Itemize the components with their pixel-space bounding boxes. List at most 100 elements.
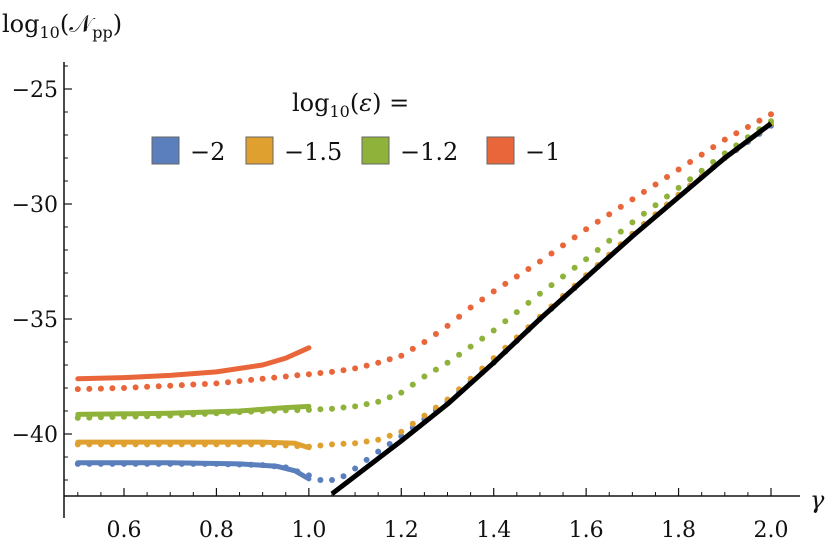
x-tick-label: 1.8 <box>661 518 696 543</box>
series-point-2 <box>606 237 613 244</box>
series-point-3 <box>225 379 231 386</box>
series-point-3 <box>213 380 220 387</box>
series-point-2 <box>375 398 382 405</box>
series-point-0 <box>213 460 220 467</box>
series-point-2 <box>144 413 151 420</box>
series-point-0 <box>248 461 255 468</box>
x-tick-label: 1.4 <box>476 518 511 543</box>
series-point-1 <box>305 443 312 450</box>
series-point-2 <box>675 184 682 191</box>
series-point-0 <box>167 460 174 467</box>
series-curve-3 <box>75 345 312 382</box>
series-point-1 <box>109 441 116 448</box>
series-point-2 <box>363 401 370 408</box>
series-point-1 <box>97 441 104 448</box>
series-point-2 <box>190 411 197 418</box>
legend-swatch-2 <box>361 136 390 165</box>
series-point-3 <box>363 362 370 369</box>
series-point-3 <box>710 144 717 151</box>
series-point-3 <box>340 367 347 374</box>
series-point-2 <box>213 410 220 417</box>
series-point-2 <box>421 373 428 380</box>
series-point-2 <box>444 359 451 366</box>
series-point-3 <box>479 296 486 303</box>
series-point-3 <box>698 151 705 158</box>
x-tick-label: 1.2 <box>384 518 419 543</box>
series-point-3 <box>444 322 451 329</box>
series-point-0 <box>375 448 382 455</box>
series-point-2 <box>456 351 463 358</box>
series-point-2 <box>386 394 393 401</box>
series-point-0 <box>259 462 266 469</box>
series-point-0 <box>190 460 197 467</box>
x-tick-label: 1.0 <box>291 518 326 543</box>
series-point-0 <box>178 460 185 467</box>
legend: log10(ε) = −2 −1.5 −1.2 −1 <box>151 89 560 166</box>
legend-label-3: −1 <box>525 138 560 166</box>
series-point-0 <box>144 460 151 467</box>
y-tick-label: −40 <box>12 423 58 448</box>
series-point-2 <box>502 318 509 325</box>
series-point-1 <box>86 441 93 448</box>
series-point-3 <box>652 181 659 188</box>
series-point-3 <box>352 365 359 372</box>
series-point-2 <box>97 414 104 421</box>
plot-area <box>74 111 774 496</box>
series-point-1 <box>340 440 347 447</box>
series-point-3 <box>74 386 81 393</box>
series-point-2 <box>340 404 347 411</box>
series-point-3 <box>432 331 439 337</box>
legend-swatch-0 <box>151 136 180 165</box>
series-point-2 <box>317 406 324 413</box>
series-point-0 <box>201 460 208 467</box>
series-point-1 <box>259 441 266 448</box>
series-point-2 <box>687 176 694 183</box>
series-point-0 <box>132 460 139 467</box>
series-point-2 <box>479 335 486 342</box>
y-tick-label: −25 <box>12 78 58 103</box>
series-point-3 <box>190 381 197 388</box>
series-point-2 <box>698 167 705 174</box>
series-point-1 <box>190 441 197 448</box>
series-point-1 <box>201 441 208 448</box>
series-point-2 <box>155 412 162 419</box>
series-point-3 <box>329 368 335 375</box>
series-point-1 <box>178 441 185 448</box>
series-point-3 <box>513 273 520 280</box>
series-point-1 <box>248 441 255 448</box>
series-point-3 <box>502 280 509 287</box>
series-point-3 <box>675 166 682 173</box>
legend-label-2: −1.2 <box>400 138 458 166</box>
series-point-2 <box>86 414 93 421</box>
series-point-2 <box>109 414 116 420</box>
series-point-1 <box>294 443 301 450</box>
series-point-3 <box>248 376 255 383</box>
series-point-3 <box>490 288 497 295</box>
series-point-3 <box>548 250 555 257</box>
ticks: 0.6 0.8 1.0 1.2 1.4 1.6 1.8 2.0 −40 −35 −30 −25 <box>12 65 789 543</box>
series-point-2 <box>282 407 289 414</box>
series-point-3 <box>409 345 416 352</box>
x-tick-label: 0.6 <box>107 518 142 543</box>
series-point-2 <box>560 273 566 280</box>
series-point-3 <box>744 124 751 130</box>
series-point-1 <box>213 441 220 448</box>
series-point-2 <box>201 410 208 417</box>
series-point-2 <box>490 327 497 334</box>
series-point-3 <box>629 196 636 203</box>
series-point-2 <box>432 366 439 373</box>
series-point-3 <box>640 188 647 195</box>
series-point-0 <box>363 456 370 463</box>
series-point-2 <box>271 407 278 414</box>
series-point-2 <box>640 210 647 217</box>
series-point-1 <box>398 428 405 435</box>
series-point-3 <box>768 111 774 118</box>
series-point-3 <box>109 385 116 392</box>
series-point-1 <box>317 442 324 449</box>
series-point-3 <box>144 383 151 390</box>
series-point-3 <box>375 359 382 366</box>
series-point-3 <box>456 313 463 320</box>
series-point-1 <box>352 440 359 447</box>
series-point-2 <box>236 409 243 416</box>
